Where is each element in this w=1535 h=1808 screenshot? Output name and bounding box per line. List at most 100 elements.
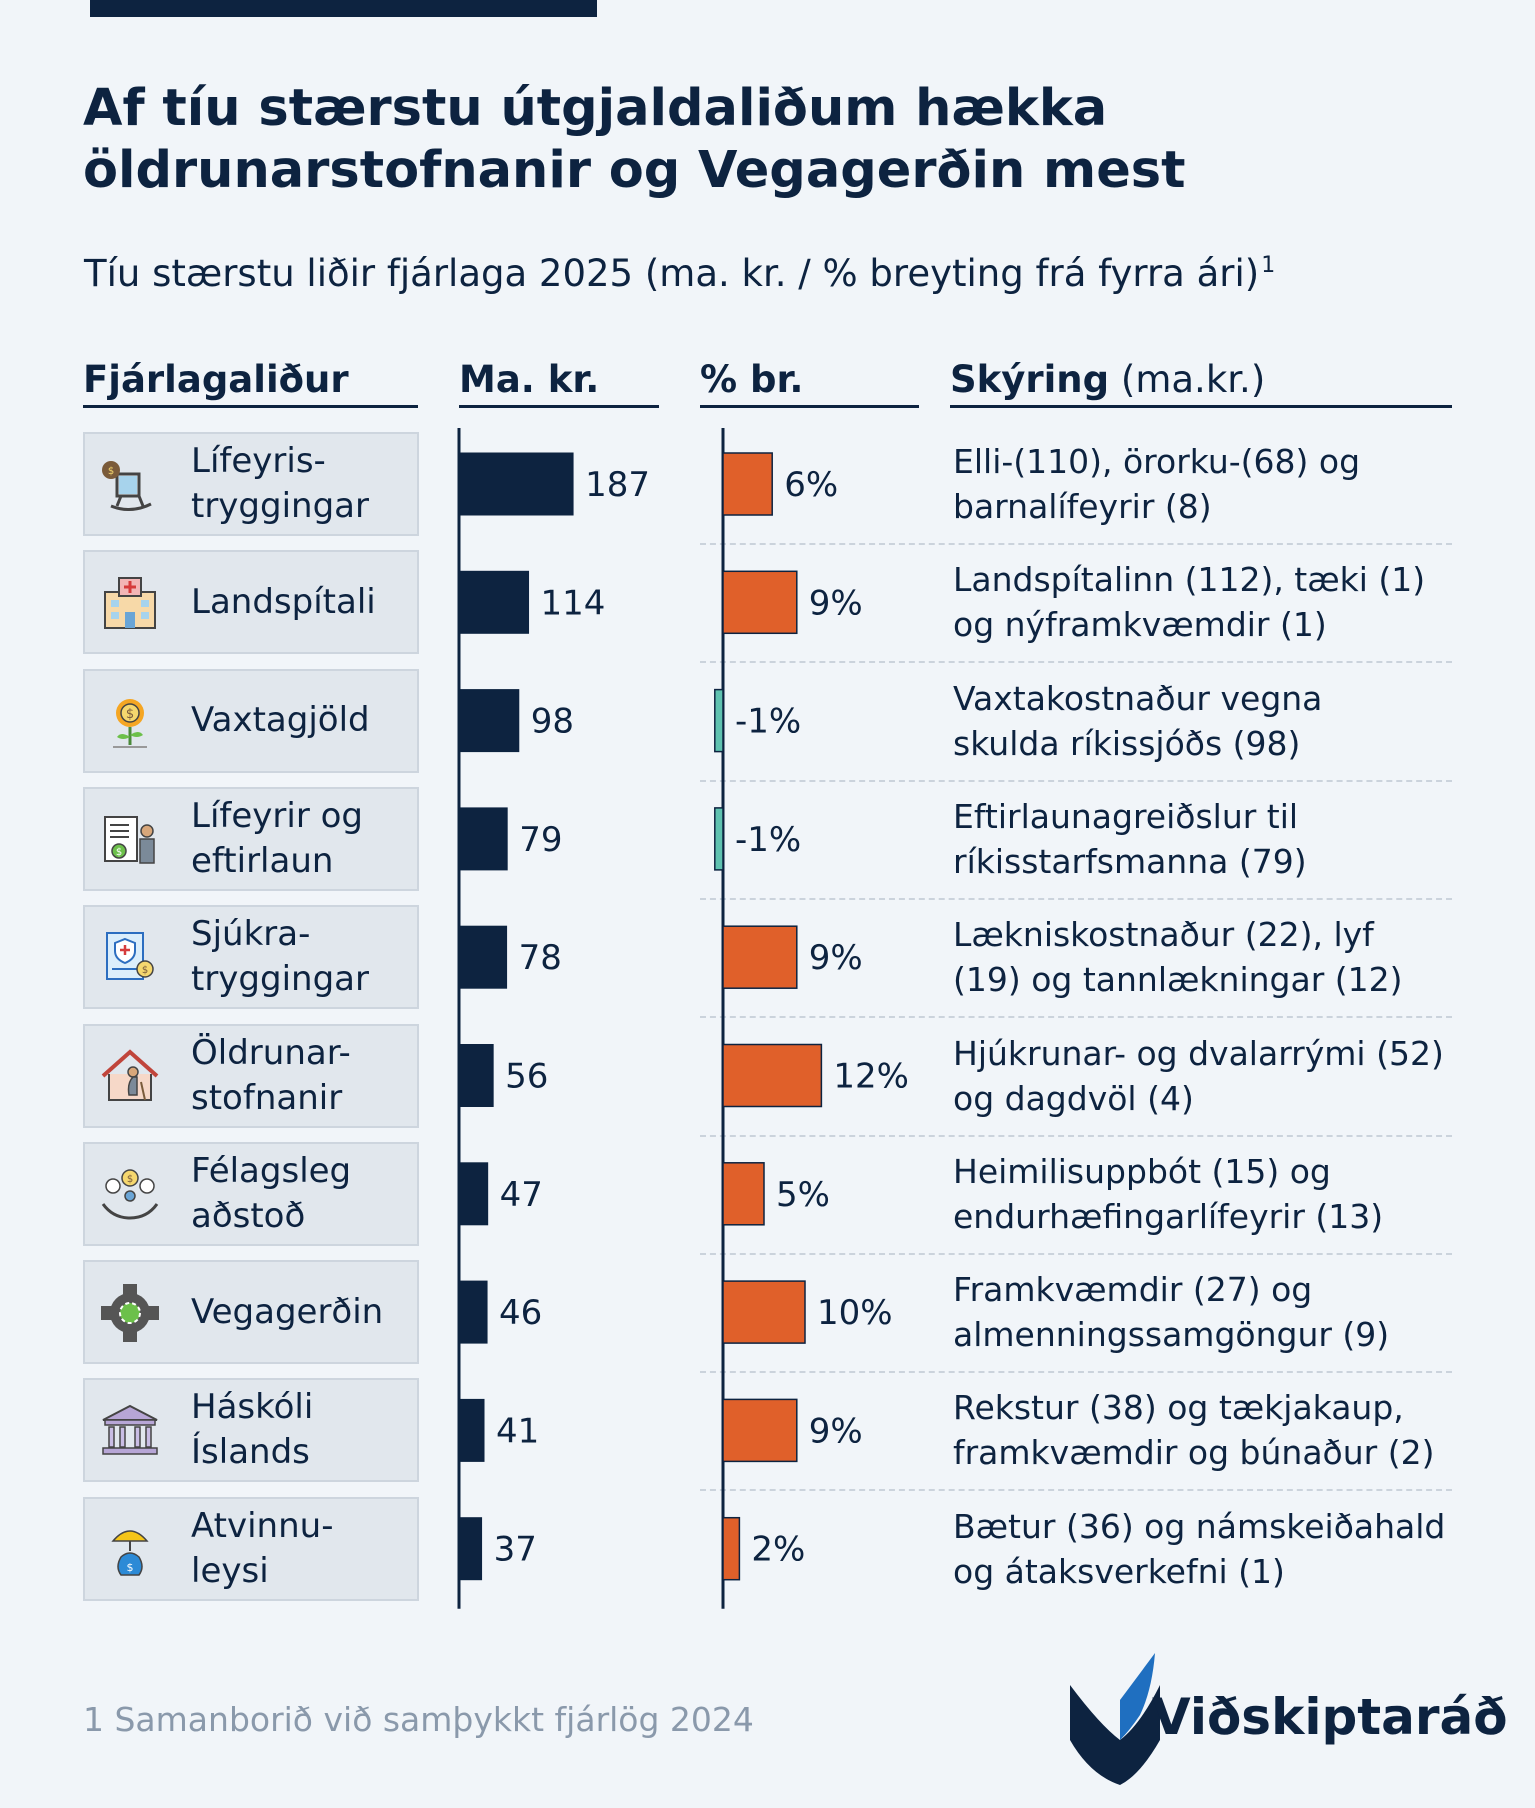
explanation-header-bold: Skýring (950, 358, 1110, 401)
row-divider (700, 1489, 1452, 1492)
pct-bar (722, 1162, 765, 1226)
row-label: Lífeyris- tryggingar (191, 441, 369, 526)
svg-text:$: $ (126, 707, 134, 722)
row-label: Öldrunar- stofnanir (191, 1032, 351, 1118)
row-explanation: Eftirlaunagreiðslur til ríkisstarfsmanna… (953, 796, 1307, 881)
pct-label: 9% (809, 938, 863, 978)
pct-bar (722, 570, 798, 635)
university-icon (99, 1400, 161, 1462)
row-explanation: Rekstur (38) og tækjakaup, framkvæmdir o… (953, 1388, 1435, 1473)
explanation-header-unit: (ma.kr.) (1109, 358, 1266, 401)
elderly-home-icon (99, 1046, 161, 1108)
column-header-value: Ma. kr. (459, 358, 659, 408)
svg-text:$: $ (108, 466, 114, 477)
row-divider (700, 1252, 1452, 1255)
value-bar (458, 689, 520, 753)
pct-bar (722, 1516, 741, 1581)
health-insurance-icon: $ (99, 927, 161, 989)
value-bar (458, 1044, 494, 1107)
pct-label: 2% (751, 1530, 805, 1570)
value-label: 47 (500, 1175, 543, 1215)
top-accent-bar (90, 0, 597, 17)
footnote: 1 Samanborið við samþykkt fjárlög 2024 (83, 1700, 754, 1739)
svg-text:$: $ (116, 847, 122, 858)
row-label: Landspítali (191, 581, 376, 622)
value-bar (458, 1398, 485, 1462)
value-label: 78 (519, 938, 562, 978)
pct-label: 12% (833, 1057, 909, 1097)
subtitle-footnote-marker: 1 (1261, 253, 1276, 278)
row-explanation: Hjúkrunar- og dvalarrými (52) og dagdvöl… (953, 1033, 1444, 1118)
svg-text:$: $ (127, 1174, 133, 1185)
row-card: $ Lífeyris- tryggingar (83, 432, 419, 536)
pension-document-icon: $ (99, 809, 161, 871)
pct-label: 10% (817, 1293, 893, 1333)
row-explanation: Heimilisuppbót (15) og endurhæfingarlífe… (953, 1151, 1384, 1236)
row-label: Vaxtagjöld (191, 700, 370, 741)
wheat-leaf-logo-icon (1070, 1653, 1160, 1785)
value-label: 37 (494, 1530, 537, 1570)
value-label: 98 (531, 702, 574, 742)
row-divider (700, 661, 1452, 664)
pct-bar (714, 807, 724, 871)
row-label: Sjúkra- tryggingar (191, 914, 369, 1000)
hospital-icon (99, 572, 161, 634)
row-card: $ Félagsleg aðstoð (83, 1141, 419, 1246)
row-explanation: Framkvæmdir (27) og almenningssamgöngur … (953, 1270, 1390, 1355)
value-label: 187 (585, 465, 650, 505)
column-header-item: Fjárlagaliður (83, 358, 418, 408)
value-label: 114 (541, 583, 606, 623)
column-header-explanation: Skýring (ma.kr.) (950, 358, 1452, 408)
row-label: Félagsleg aðstoð (191, 1150, 352, 1236)
row-explanation: Bætur (36) og námskeiðahald og átaksverk… (953, 1506, 1446, 1591)
row-explanation: Landspítalinn (112), tæki (1) og nýframk… (953, 560, 1426, 645)
pct-bar (722, 1280, 806, 1344)
pct-label: 9% (809, 583, 863, 623)
row-divider (700, 897, 1452, 900)
pct-label: 6% (784, 465, 838, 505)
row-label: Atvinnu- leysi (191, 1505, 334, 1591)
row-label: Háskóli Íslands (191, 1387, 314, 1473)
title-line-1: Af tíu stærstu útgjaldaliðum hækka (83, 79, 1108, 138)
column-header-pct: % br. (700, 358, 919, 408)
pct-label: 9% (809, 1411, 863, 1451)
value-bar (458, 570, 530, 634)
subtitle-text: Tíu stærstu liðir fjárlaga 2025 (ma. kr.… (84, 252, 1260, 295)
value-label: 56 (505, 1057, 548, 1097)
row-explanation: Vaxtakostnaður vegna skulda ríkissjóðs (… (953, 678, 1323, 763)
value-bar (458, 1280, 488, 1344)
rocking-chair-money-icon: $ (99, 454, 161, 516)
pct-bar (722, 925, 798, 989)
pct-bar (722, 452, 773, 516)
chart-title: Af tíu stærstu útgjaldaliðum hækka öldru… (83, 78, 1383, 202)
row-divider (700, 1371, 1452, 1374)
value-bar (458, 1162, 489, 1226)
money-plant-icon: $ (99, 691, 161, 753)
row-label: Lífeyrir og eftirlaun (191, 795, 363, 881)
roundabout-icon (99, 1282, 161, 1344)
logo-text: Viðskiptaráð (1152, 1688, 1508, 1746)
value-label: 41 (496, 1411, 539, 1451)
svg-text:$: $ (127, 1561, 134, 1574)
pct-label: -1% (735, 820, 801, 860)
value-label: 79 (519, 820, 562, 860)
row-card: $ Sjúkra- tryggingar (83, 905, 419, 1010)
row-divider (700, 779, 1452, 782)
row-label: Vegagerðin (191, 1291, 384, 1332)
value-bar (458, 1517, 483, 1581)
row-divider (700, 1016, 1452, 1019)
row-card: Vegagerðin (83, 1260, 419, 1365)
pct-label: 5% (776, 1175, 830, 1215)
social-support-hands-icon: $ (99, 1164, 161, 1226)
value-bar (458, 807, 508, 871)
row-explanation: Elli-(110), örorku-(68) og barnalífeyrir… (953, 442, 1361, 526)
row-card: Háskóli Íslands (83, 1378, 419, 1483)
svg-text:$: $ (142, 965, 148, 976)
row-card: $ Lífeyrir og eftirlaun (83, 786, 419, 891)
pct-bar (722, 1398, 798, 1463)
row-card: Landspítali (83, 550, 419, 655)
title-line-2: öldrunarstofnanir og Vegagerðin mest (83, 141, 1186, 200)
row-divider (700, 1134, 1452, 1137)
pct-bar (722, 1043, 823, 1108)
